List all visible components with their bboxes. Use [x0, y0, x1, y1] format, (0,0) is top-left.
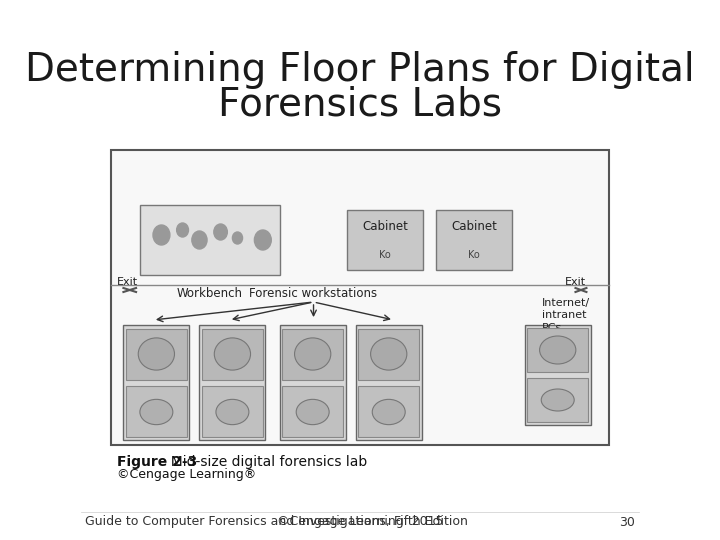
Ellipse shape [215, 338, 251, 370]
Text: ©Cengage Learning  2015: ©Cengage Learning 2015 [276, 516, 444, 529]
Text: Determining Floor Plans for Digital: Determining Floor Plans for Digital [25, 51, 695, 89]
Ellipse shape [296, 400, 329, 424]
FancyBboxPatch shape [347, 210, 423, 270]
FancyBboxPatch shape [527, 378, 588, 422]
FancyBboxPatch shape [126, 386, 186, 437]
FancyBboxPatch shape [282, 329, 343, 380]
Circle shape [254, 230, 271, 250]
FancyBboxPatch shape [280, 325, 346, 440]
Text: Figure 2-3: Figure 2-3 [117, 455, 197, 469]
Text: 30: 30 [618, 516, 634, 529]
FancyBboxPatch shape [436, 210, 512, 270]
Text: Guide to Computer Forensics and Investigations, Fifth Edition: Guide to Computer Forensics and Investig… [86, 516, 468, 529]
Circle shape [214, 224, 228, 240]
FancyBboxPatch shape [123, 325, 189, 440]
FancyBboxPatch shape [111, 150, 609, 445]
Ellipse shape [372, 400, 405, 424]
Circle shape [192, 231, 207, 249]
FancyBboxPatch shape [202, 386, 263, 437]
Text: Ko: Ko [379, 250, 391, 260]
FancyBboxPatch shape [525, 325, 590, 425]
Text: Workbench: Workbench [177, 287, 243, 300]
Ellipse shape [216, 400, 249, 424]
Text: Forensics Labs: Forensics Labs [218, 86, 502, 124]
Text: Forensic workstations: Forensic workstations [249, 287, 377, 300]
Text: Mid-size digital forensics lab: Mid-size digital forensics lab [162, 455, 367, 469]
Circle shape [233, 232, 243, 244]
Ellipse shape [541, 389, 574, 411]
FancyBboxPatch shape [199, 325, 266, 440]
Ellipse shape [539, 336, 576, 364]
FancyBboxPatch shape [356, 325, 422, 440]
FancyBboxPatch shape [126, 329, 186, 380]
Text: Cabinet: Cabinet [362, 220, 408, 233]
Ellipse shape [140, 400, 173, 424]
FancyBboxPatch shape [202, 329, 263, 380]
Text: Ko: Ko [468, 250, 480, 260]
FancyBboxPatch shape [527, 328, 588, 372]
Ellipse shape [371, 338, 407, 370]
Text: Exit: Exit [117, 277, 138, 287]
Ellipse shape [138, 338, 174, 370]
Circle shape [153, 225, 170, 245]
Text: Internet/
intranet
PCs: Internet/ intranet PCs [541, 298, 590, 333]
Circle shape [176, 223, 189, 237]
FancyBboxPatch shape [359, 329, 419, 380]
Ellipse shape [294, 338, 330, 370]
Text: Exit: Exit [565, 277, 587, 287]
Text: ©Cengage Learning®: ©Cengage Learning® [117, 468, 256, 481]
FancyBboxPatch shape [282, 386, 343, 437]
Text: Cabinet: Cabinet [451, 220, 497, 233]
FancyBboxPatch shape [140, 205, 280, 275]
FancyBboxPatch shape [359, 386, 419, 437]
